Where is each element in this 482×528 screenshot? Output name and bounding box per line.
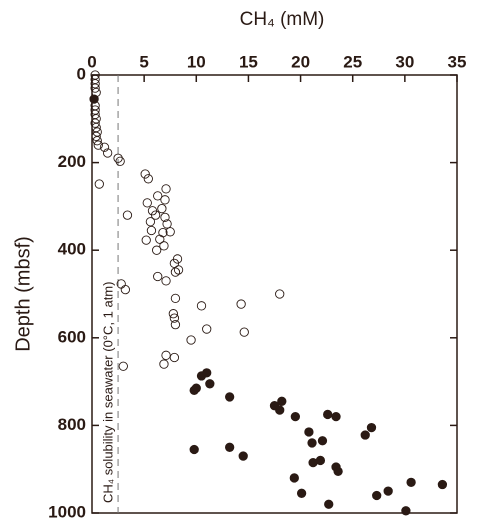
data-point [225,392,235,402]
data-point [196,301,207,311]
data-point [161,276,171,286]
data-point [186,335,196,345]
data-point [113,153,123,163]
data-point [239,327,249,337]
y-axis-title: Depth (mbsf) [12,236,34,352]
data-point [153,271,163,282]
y-tick-label: 0 [77,64,86,83]
data-point [89,94,99,104]
data-point [152,245,162,255]
data-point [238,451,248,461]
data-point [141,235,151,245]
data-point [161,350,171,360]
data-point [372,490,382,501]
x-tick-label: 25 [343,52,362,71]
x-tick-label: 10 [187,52,206,71]
data-point [205,379,215,389]
data-point [93,140,103,150]
data-point [366,422,377,433]
data-point [173,265,184,275]
data-point [170,267,181,277]
data-point [202,324,212,334]
data-point [159,359,169,369]
data-point [161,184,171,194]
data-point [323,409,333,420]
data-point [290,411,301,422]
data-point [102,148,113,158]
data-point [189,444,199,455]
data-point [145,217,156,227]
data-point [168,309,178,319]
x-tick-label: 15 [239,52,258,71]
data-point [90,118,100,128]
data-point [159,241,169,251]
data-point [170,320,181,330]
data-point [202,368,212,378]
y-tick-label: 200 [58,152,86,171]
data-point [90,105,100,115]
data-point [236,299,246,309]
annotation: CH₄ solubility in seawater (0°C, 1 atm) [101,282,116,503]
x-tick-label: 0 [87,52,96,71]
x-axis-title: CH₄ (mM) [240,9,325,30]
data-point [162,219,172,229]
data-point [118,361,128,371]
data-point [160,212,170,223]
data-point [275,405,285,415]
x-tick-label: 20 [291,52,310,71]
data-point [122,210,133,220]
data-point [315,455,326,466]
data-point [307,438,317,448]
data-point [401,506,411,516]
data-point [150,210,161,220]
data-point [99,142,110,152]
data-point [91,131,101,141]
data-point [333,466,343,477]
data-point [225,442,235,452]
plot-frame [91,74,458,514]
data-point [92,136,102,146]
data-point [143,174,153,184]
data-point [296,488,307,498]
data-point [169,258,180,268]
y-tick-label: 400 [58,240,86,259]
data-point [158,228,168,238]
data-point [191,383,201,393]
data-point [155,234,165,244]
data-point [324,499,334,509]
data-point [169,313,180,323]
data-point [360,430,370,440]
data-point [169,352,180,363]
data-point [289,473,299,483]
data-point [304,427,314,437]
data-point [94,179,104,189]
data-point [331,411,341,422]
data-point [383,486,393,496]
x-tick-label: 5 [139,52,148,71]
y-tick-label: 800 [58,415,86,434]
y-tick-label: 1000 [48,502,86,521]
data-point [157,203,167,214]
data-point [160,195,170,205]
data-point [140,169,150,179]
data-point [165,227,175,237]
data-point [153,191,163,201]
data-point [277,396,287,406]
data-point [170,293,181,304]
data-point [115,156,125,166]
data-point [120,284,131,295]
data-point [275,289,285,299]
data-point [437,479,448,490]
data-point [142,198,152,208]
data-point [146,225,157,236]
y-tick-label: 600 [58,327,86,346]
x-tick-label: 35 [448,52,467,71]
x-tick-label: 30 [395,52,414,71]
data-point [317,436,328,446]
data-point [90,83,100,93]
data-point [406,477,416,487]
data-point [90,79,100,89]
